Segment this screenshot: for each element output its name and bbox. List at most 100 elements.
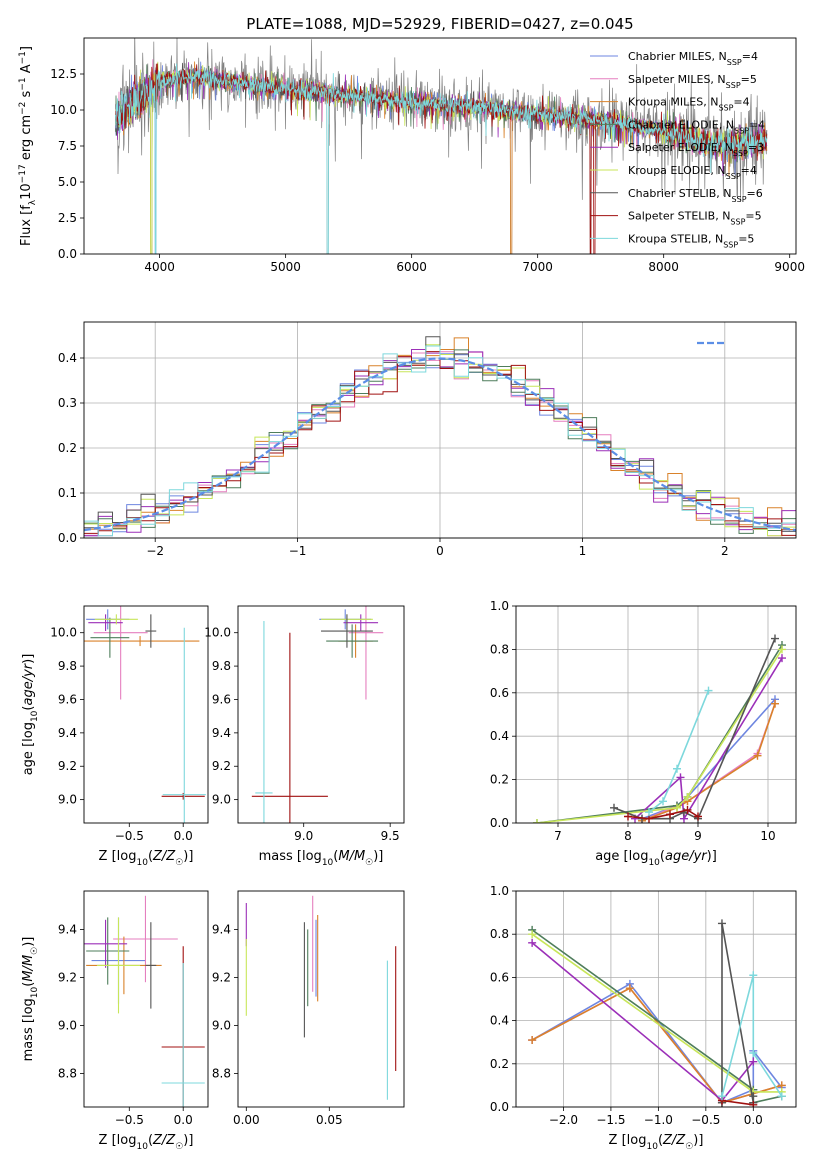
mass_weight_vs_Z-series-2-marker-0 bbox=[528, 1036, 537, 1045]
residuals-hist-8 bbox=[84, 345, 796, 537]
age_vs_mass-ytick-label-3: 9.6 bbox=[212, 692, 231, 706]
age_vs_mass-xtick-label-1: 9.5 bbox=[381, 829, 400, 843]
age_vs_mass-xlabel: mass [log10(M/M☉)] bbox=[259, 849, 384, 868]
mass_weight_vs_Z-ytick-label-1: 0.2 bbox=[490, 1057, 509, 1071]
mass_weight_vs_age-ytick-label-5: 1.0 bbox=[490, 599, 509, 613]
mass_weight_vs_Z-xtick-label-0: −2.0 bbox=[549, 1113, 578, 1127]
mass_vs_Z-ytick-label-2: 9.2 bbox=[58, 970, 77, 984]
spectrum-xtick-label-1: 5000 bbox=[270, 260, 301, 274]
mass_weight_vs_Z-ytick-label-2: 0.4 bbox=[490, 1014, 509, 1028]
mass_weight_vs_age-ytick-label-4: 0.8 bbox=[490, 642, 509, 656]
spectrum-ylabel: Flux [fλ10−17 erg cm−2 s−1 A−1] bbox=[18, 46, 38, 246]
mass_weight_vs_age-xtick-label-2: 9 bbox=[694, 829, 702, 843]
mass_weight_vs_age-ytick-label-2: 0.4 bbox=[490, 729, 509, 743]
spectrum-xtick-label-2: 6000 bbox=[396, 260, 427, 274]
mass_vs_Z-frame bbox=[83, 890, 209, 1108]
age_vs_Z-frame bbox=[83, 605, 209, 824]
age_vs_Z-ytick-label-5: 10.0 bbox=[50, 626, 77, 640]
spectrum-legend-label-7: Salpeter STELIB, NSSP=5 bbox=[628, 210, 762, 227]
spectrum-xtick-label-3: 7000 bbox=[522, 260, 553, 274]
mass_vs_Z-ylabel: mass [log10(M/M☉)] bbox=[21, 937, 40, 1062]
mass_weight_vs_Z-series-7-marker-1 bbox=[749, 1100, 758, 1107]
mass_weight_vs_Z-ytick-label-5: 1.0 bbox=[490, 884, 509, 898]
mass_weight_vs_Z-series-4-marker-2 bbox=[749, 1057, 758, 1066]
spectrum-legend-label-4: Salpeter ELODIE, NSSP=3 bbox=[628, 141, 764, 158]
mass_vs_Z-ytick-label-3: 9.4 bbox=[58, 922, 77, 936]
mass_weight_vs_Z-xtick-label-3: −0.5 bbox=[691, 1113, 720, 1127]
mass_vs_ebv-ytick-label-3: 9.4 bbox=[212, 922, 231, 936]
mass_weight_vs_Z-xtick-label-2: −1.0 bbox=[644, 1113, 673, 1127]
age_vs_Z-xtick-label-1: 0.0 bbox=[174, 829, 193, 843]
spectrum-ytick-label-4: 10.0 bbox=[50, 103, 77, 117]
mass_vs_ebv-ytick-label-0: 8.8 bbox=[212, 1066, 231, 1080]
mass_weight_vs_age-series-7-marker-2 bbox=[666, 810, 674, 819]
mass_vs_Z-xtick-label-1: 0.0 bbox=[174, 1113, 193, 1127]
mass_weight_vs_age-xtick-label-0: 7 bbox=[554, 829, 562, 843]
spectrum-legend-label-6: Chabrier STELIB, NSSP=6 bbox=[628, 187, 763, 204]
residuals-ytick-label-2: 0.2 bbox=[58, 441, 77, 455]
age_vs_mass-ytick-label-1: 9.2 bbox=[212, 759, 231, 773]
mass_weight_vs_Z-series-6-marker-3 bbox=[749, 1092, 758, 1101]
spectrum-plot bbox=[115, 38, 768, 254]
age_vs_mass-ytick-label-5: 10.0 bbox=[204, 626, 231, 640]
mass_vs_ebv-frame bbox=[237, 890, 405, 1108]
spectrum-xtick-label-5: 9000 bbox=[774, 260, 805, 274]
spectrum-observed-line bbox=[115, 38, 768, 254]
mass_weight_vs_age-series-4-marker-1 bbox=[676, 773, 685, 782]
mass_weight_vs_age-series-6-marker-5 bbox=[771, 634, 779, 643]
mass_weight_vs_age-series-5-marker-3 bbox=[778, 645, 786, 654]
mass_weight_vs_Z-series-6-marker-1 bbox=[717, 919, 726, 928]
mass_weight_vs_Z-ytick-label-0: 0.0 bbox=[490, 1100, 509, 1114]
age_vs_mass-plot bbox=[251, 606, 384, 823]
mass_weight_vs_Z-series-8-marker-0 bbox=[717, 1092, 726, 1101]
mass_weight_vs_age-series-4-marker-3 bbox=[778, 654, 786, 663]
mass_weight_vs_age-series-5-marker-1 bbox=[673, 803, 681, 812]
spectrum-legend: Chabrier MILES, NSSP=4 Salpeter MILES, NS… bbox=[590, 50, 765, 249]
spectrum-model-line-7 bbox=[115, 63, 768, 254]
mass_vs_Z-ytick-label-0: 8.8 bbox=[58, 1066, 77, 1080]
mass_weight_vs_Z-xlabel: Z [log10(Z/Z☉)] bbox=[609, 1133, 704, 1152]
mass_weight_vs_age-series-8-marker-0 bbox=[645, 808, 653, 817]
mass_weight_vs_Z-xtick-label-4: 0.0 bbox=[744, 1113, 763, 1127]
residuals-ytick-label-1: 0.1 bbox=[58, 486, 77, 500]
mass_vs_ebv-ytick-label-2: 9.2 bbox=[212, 970, 231, 984]
mass_weight_vs_age-ytick-label-1: 0.2 bbox=[490, 773, 509, 787]
mass_weight_vs_age-ytick-label-3: 0.6 bbox=[490, 686, 509, 700]
residuals-xtick-label-1: −1 bbox=[289, 544, 307, 558]
residuals-ytick-label-3: 0.3 bbox=[58, 396, 77, 410]
spectrum-legend-label-8: Kroupa STELIB, NSSP=5 bbox=[628, 232, 754, 249]
mass_weight_vs_age-series-6-marker-0 bbox=[610, 803, 618, 812]
mass_weight_vs_age-xtick-label-1: 8 bbox=[624, 829, 632, 843]
residuals-ytick-label-0: 0.0 bbox=[58, 531, 77, 545]
residuals-ytick-label-4: 0.4 bbox=[58, 351, 77, 365]
age_vs_Z-ytick-label-0: 9.0 bbox=[58, 793, 77, 807]
mass_vs_ebv-xtick-label-1: 0.05 bbox=[316, 1113, 343, 1127]
mass_vs_ebv-ytick-label-1: 9.0 bbox=[212, 1018, 231, 1032]
age_vs_Z-plot bbox=[84, 606, 206, 823]
residuals-xtick-label-3: 1 bbox=[579, 544, 587, 558]
spectrum-model-line-8 bbox=[115, 63, 768, 254]
figure-title: PLATE=1088, MJD=52929, FIBERID=0427, z=0… bbox=[246, 15, 633, 33]
mass_weight_vs_age-xtick-label-3: 10 bbox=[760, 829, 775, 843]
mass_weight_vs_Z-series-8 bbox=[721, 974, 783, 1097]
spectrum-ytick-label-3: 7.5 bbox=[58, 139, 77, 153]
mass_weight_vs_Z-series-8-marker-2 bbox=[749, 1049, 758, 1057]
age_vs_Z-ytick-label-3: 9.6 bbox=[58, 692, 77, 706]
spectrum-axes: 4000 5000 6000 7000 8000 9000 0.0 2.5 5.0 7.5 10.0… bbox=[50, 67, 805, 274]
mass_weight_vs_age-axes: 7 8 9 10 0.0 0.2 0.4 0.6 0.8 1.0 bbox=[490, 599, 796, 843]
residuals-plot bbox=[84, 336, 796, 537]
spectrum-ytick-label-0: 0.0 bbox=[58, 247, 77, 261]
mass_weight_vs_age-series-5-marker-0 bbox=[533, 819, 541, 823]
mass_weight_vs_age-series-5-marker-2 bbox=[683, 792, 692, 801]
mass_weight_vs_age-series-5 bbox=[536, 648, 783, 823]
mass_weight_vs_Z-ytick-label-4: 0.8 bbox=[490, 927, 509, 941]
age_vs_mass-xtick-label-0: 9.0 bbox=[294, 829, 313, 843]
spectrum-legend-label-5: Kroupa ELODIE, NSSP=4 bbox=[628, 164, 757, 181]
mass_vs_ebv-plot bbox=[245, 895, 397, 1100]
mass_weight_vs_age-series-8-marker-2 bbox=[673, 764, 681, 773]
spectrum-legend-label-0: Chabrier MILES, NSSP=4 bbox=[628, 50, 758, 67]
mass_weight_vs_age-series-7-marker-3 bbox=[683, 805, 692, 814]
age_vs_mass-ytick-label-0: 9.0 bbox=[212, 793, 231, 807]
age_vs_Z-axes: −0.5 0.0 9.0 9.2 9.4 9.6 9.8 10.0 bbox=[50, 626, 192, 843]
mass_weight_vs_Z-series-5-marker-0 bbox=[528, 930, 537, 939]
